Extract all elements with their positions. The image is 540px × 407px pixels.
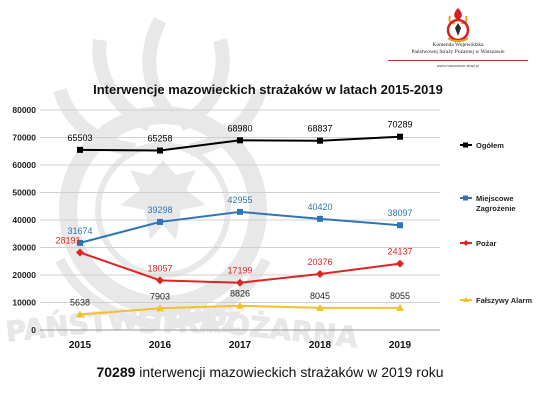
- data-label: 31674: [67, 226, 92, 236]
- data-point: [157, 218, 163, 225]
- legend-label: Ogółem: [476, 141, 504, 150]
- legend-label: Miejscowe: [476, 194, 514, 203]
- data-label: 8055: [390, 291, 410, 301]
- data-label: 70289: [387, 120, 412, 130]
- legend-marker: [463, 142, 468, 148]
- data-point: [396, 259, 404, 268]
- data-label: 28191: [55, 235, 80, 245]
- website-url: www.mazowsze.straz.pl: [436, 63, 480, 68]
- legend-marker: [463, 195, 468, 201]
- data-label: 8045: [310, 291, 330, 301]
- plot-area: 65503 65258 68980 68837 70289 31674 39298 42955…: [55, 120, 413, 318]
- y-tick-label: 50000: [12, 188, 36, 198]
- chart-title: Interwencje mazowieckich strażaków w lat…: [93, 82, 443, 97]
- y-tick-label: 60000: [12, 160, 36, 170]
- y-axis: 0 10000 20000 30000 40000 50000 60000 70000 8000…: [12, 105, 36, 335]
- y-tick-label: 20000: [12, 270, 36, 280]
- data-point: [237, 137, 243, 144]
- watermark-text-right: POŻARNA: [204, 304, 360, 354]
- y-tick-label: 40000: [12, 215, 36, 225]
- x-tick-label: 2015: [69, 340, 92, 351]
- data-label: 68980: [227, 123, 252, 133]
- summary-number: 70289: [96, 364, 136, 380]
- data-point: [397, 222, 403, 229]
- data-label: 40420: [307, 202, 332, 212]
- y-tick-label: 70000: [12, 133, 36, 143]
- x-tick-label: 2018: [309, 340, 332, 351]
- data-label: 68837: [307, 124, 332, 134]
- data-point: [396, 303, 404, 311]
- organization-name: Komenda Wojewódzka Państwowej Straży Poż…: [398, 42, 518, 56]
- fire-service-logo-icon: [446, 8, 470, 42]
- data-point: [316, 303, 324, 311]
- legend-label: Zagrożenie: [476, 204, 516, 213]
- legend-label: Pożar: [476, 239, 497, 248]
- data-label: 20376: [307, 257, 332, 267]
- data-point: [317, 137, 323, 144]
- watermark-emblem: PAŃSTWOWA STRAŻ POŻARNA: [4, 16, 360, 355]
- data-label: 65503: [67, 133, 92, 143]
- legend-marker: [463, 240, 469, 246]
- data-label: 5638: [70, 297, 90, 307]
- data-label: 17199: [227, 266, 252, 276]
- legend-marker: [463, 297, 469, 302]
- legend-label: Fałszywy Alarm: [476, 296, 532, 305]
- data-label: 38097: [387, 208, 412, 218]
- data-point: [77, 239, 83, 246]
- series-line-1: [79, 210, 401, 244]
- data-point: [156, 304, 164, 312]
- data-label: 65258: [147, 134, 172, 144]
- data-point: [236, 301, 244, 309]
- y-tick-label: 30000: [12, 243, 36, 253]
- summary-text: interwencji mazowieckich strażaków w 201…: [139, 364, 444, 380]
- data-label: 24137: [387, 247, 412, 257]
- y-tick-label: 0: [31, 325, 36, 335]
- organization-line-2: Państwowej Straży Pożarnej w Warszawie: [411, 49, 505, 55]
- x-tick-label: 2016: [149, 340, 172, 351]
- x-tick-label: 2017: [229, 340, 252, 351]
- data-point: [236, 278, 244, 287]
- data-point: [77, 146, 83, 153]
- watermark-text-mid: STRAŻ: [138, 305, 241, 339]
- data-point: [397, 133, 403, 140]
- data-point: [316, 269, 324, 278]
- data-label: 18057: [147, 263, 172, 273]
- data-point: [76, 310, 84, 318]
- y-tick-label: 80000: [12, 105, 36, 115]
- data-label: 7903: [150, 291, 170, 301]
- data-label: 8826: [230, 289, 250, 299]
- data-point: [156, 276, 164, 285]
- data-point: [157, 147, 163, 154]
- x-axis: 2015 2016 2017 2018 2019: [40, 329, 440, 351]
- data-point: [237, 208, 243, 215]
- data-label: 39298: [147, 205, 172, 215]
- data-point: [76, 248, 84, 257]
- header-divider: [388, 60, 528, 61]
- x-tick-label: 2019: [389, 340, 412, 351]
- data-point: [317, 215, 323, 222]
- summary-caption: 70289 interwencji mazowieckich strażaków…: [0, 364, 540, 380]
- data-label: 42955: [227, 195, 252, 205]
- y-tick-label: 10000: [12, 298, 36, 308]
- organization-line-1: Komenda Wojewódzka: [432, 42, 484, 48]
